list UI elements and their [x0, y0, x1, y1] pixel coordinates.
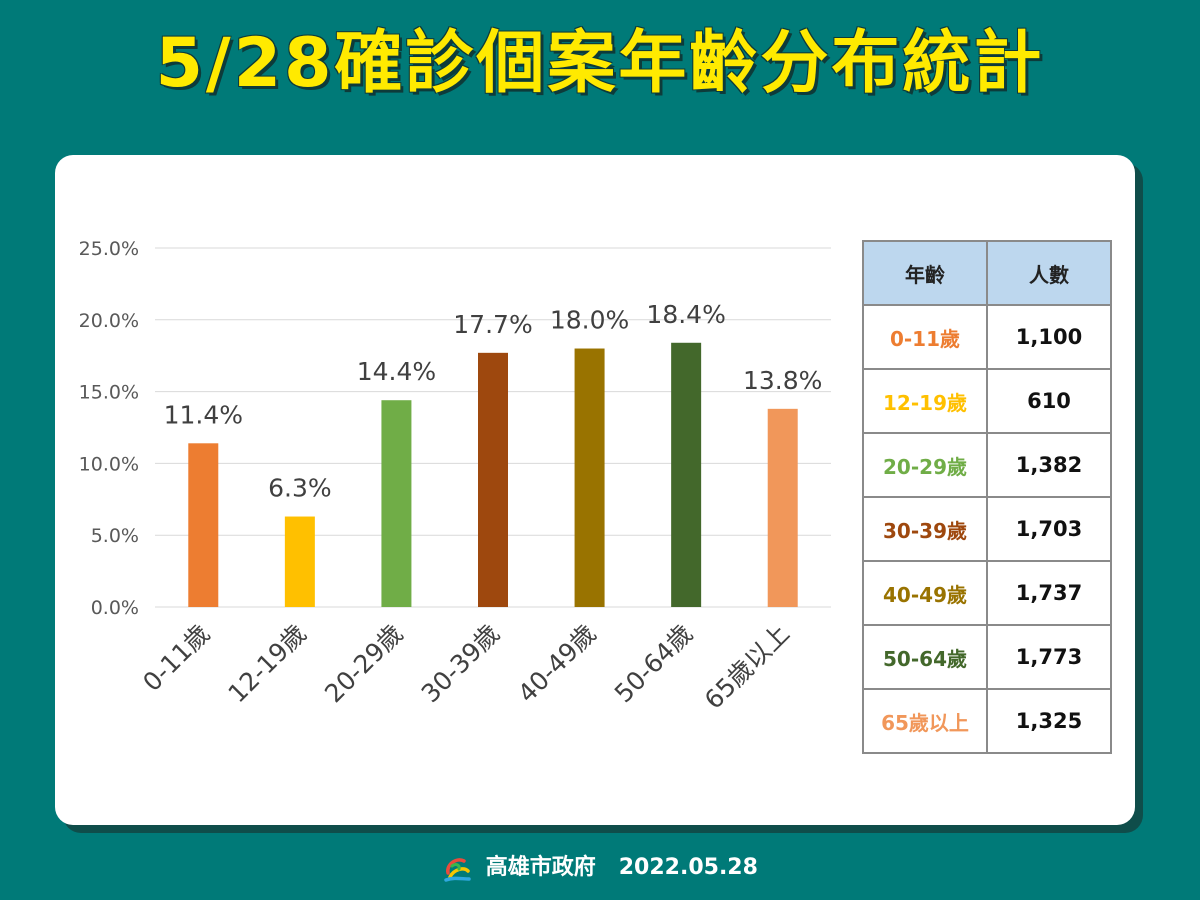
table-cell-age: 40-49歲	[862, 560, 988, 626]
x-tick-label: 30-39歲	[416, 619, 506, 709]
kaohsiung-logo-icon	[444, 858, 471, 882]
x-tick-label: 50-64歲	[609, 619, 699, 709]
y-tick-label: 10.0%	[79, 453, 139, 475]
bar	[671, 342, 702, 607]
y-tick-label: 15.0%	[79, 382, 139, 404]
table-cell-age: 12-19歲	[862, 368, 988, 434]
table-row: 40-49歲 1,737	[862, 560, 1112, 626]
x-tick-label: 12-19歲	[223, 619, 313, 709]
table-cell-age: 0-11歲	[862, 304, 988, 370]
footer-date: 2022.05.28	[618, 855, 758, 880]
data-label: 17.7%	[453, 310, 532, 339]
x-tick-label: 40-49歲	[512, 619, 602, 709]
bar	[188, 443, 219, 607]
table-cell-count: 610	[986, 368, 1112, 434]
y-tick-label: 25.0%	[79, 238, 139, 260]
data-label: 14.4%	[357, 357, 436, 386]
table-cell-age: 65歲以上	[862, 688, 988, 754]
table-cell-age: 30-39歲	[862, 496, 988, 562]
table-header-age: 年齡	[862, 240, 988, 306]
table-cell-count: 1,737	[986, 560, 1112, 626]
bar	[284, 516, 315, 607]
y-tick-label: 0.0%	[91, 597, 139, 619]
footer: 高雄市政府 2022.05.28	[0, 852, 1200, 884]
table-cell-count: 1,773	[986, 624, 1112, 690]
footer-org: 高雄市政府	[485, 855, 596, 880]
table-cell-count: 1,382	[986, 432, 1112, 498]
table-cell-count: 1,703	[986, 496, 1112, 562]
table-row: 12-19歲 610	[862, 368, 1112, 434]
bar	[381, 400, 412, 607]
table-row: 30-39歲 1,703	[862, 496, 1112, 562]
data-label: 13.8%	[743, 366, 822, 395]
table-cell-age: 20-29歲	[862, 432, 988, 498]
y-tick-label: 20.0%	[79, 310, 139, 332]
age-distribution-bar-chart: 0.0% 5.0% 10.0% 15.0% 20.0% 25.0% 11.4% 0-11歲 6.…	[79, 238, 831, 715]
data-label: 18.0%	[550, 306, 629, 335]
x-tick-label: 0-11歲	[137, 619, 215, 697]
y-tick-label: 5.0%	[91, 525, 139, 547]
age-count-table: 年齡 人數 0-11歲 1,100 12-19歲 610 20-29歲 1,382 30-3…	[862, 240, 1112, 754]
x-tick-label: 20-29歲	[319, 619, 409, 709]
bar	[478, 352, 508, 607]
table-row: 65歲以上 1,325	[862, 688, 1112, 754]
table-cell-count: 1,325	[986, 688, 1112, 754]
table-header-count: 人數	[986, 240, 1112, 306]
table-row: 20-29歲 1,382	[862, 432, 1112, 498]
table-cell-age: 50-64歲	[862, 624, 988, 690]
table-row: 50-64歲 1,773	[862, 624, 1112, 690]
bar	[767, 408, 798, 607]
table-header-row: 年齡 人數	[862, 240, 1112, 306]
table-cell-count: 1,100	[986, 304, 1112, 370]
data-label: 18.4%	[646, 300, 725, 329]
page-title: 5/28確診個案年齡分布統計	[155, 24, 1045, 103]
x-tick-label: 65歲以上	[699, 619, 795, 715]
data-label: 6.3%	[268, 474, 332, 503]
bar	[574, 348, 605, 607]
data-label: 11.4%	[164, 400, 243, 429]
table-row: 0-11歲 1,100	[862, 304, 1112, 370]
